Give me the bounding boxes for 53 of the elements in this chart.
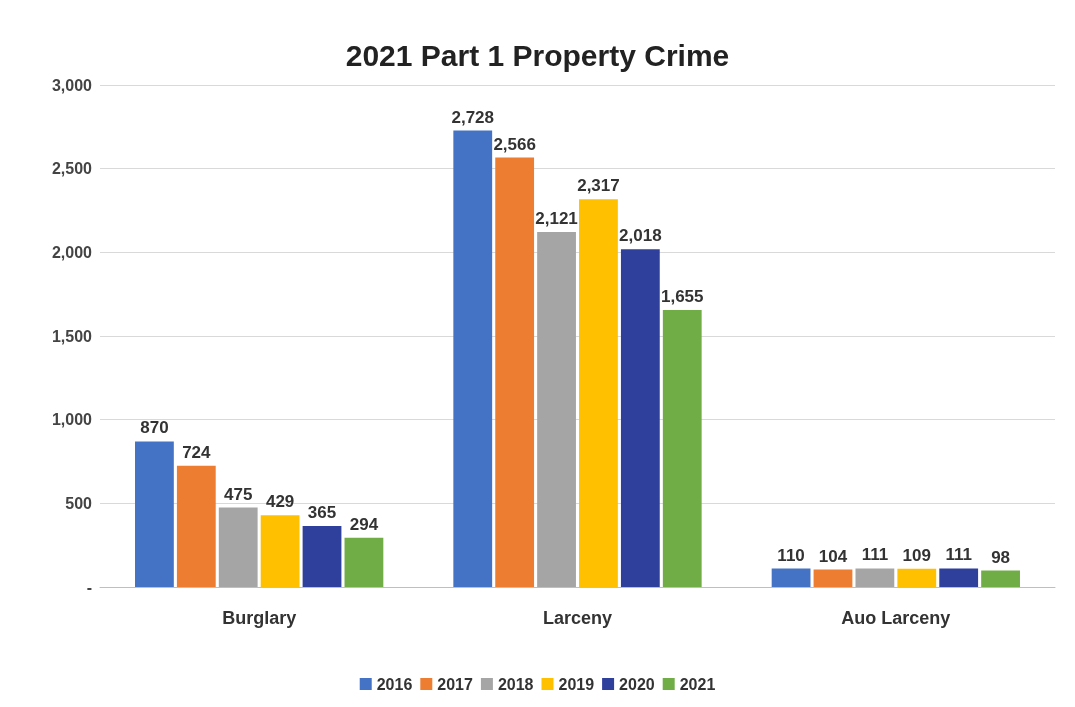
bar [771, 568, 811, 587]
y-tick-label: 2,500 [51, 160, 93, 178]
bar [344, 537, 384, 587]
data-label: 365 [307, 502, 337, 522]
y-tick-label: 1,500 [51, 327, 93, 345]
data-label: 724 [182, 442, 212, 462]
y-tick-label: - [86, 578, 92, 596]
y-tick-label: 1,000 [51, 411, 93, 429]
x-tick-label: Larceny [542, 608, 613, 628]
legend-label: 2016 [376, 675, 413, 693]
data-label: 2,018 [619, 226, 662, 246]
data-label: 2,566 [493, 134, 536, 154]
data-label: 2,317 [577, 176, 620, 196]
bar [662, 310, 702, 587]
bar [453, 130, 493, 587]
data-label: 2,728 [451, 107, 495, 127]
data-label: 111 [861, 545, 889, 565]
data-label: 294 [349, 514, 379, 534]
bar [620, 249, 660, 587]
data-label: 111 [945, 545, 972, 565]
bar [302, 525, 342, 587]
bar [260, 515, 300, 587]
y-tick-label: 2,000 [51, 243, 93, 261]
legend-label: 2020 [619, 675, 655, 693]
bar [579, 199, 618, 587]
chart-title: 2021 Part 1 Property Crime [345, 38, 730, 72]
legend-label: 2019 [558, 675, 595, 693]
data-label: 2,121 [535, 209, 578, 229]
bar [939, 568, 979, 587]
bar [218, 507, 258, 587]
legend-label: 2018 [497, 675, 534, 693]
bar [495, 157, 535, 587]
x-tick-label: Auo Larceny [841, 608, 951, 628]
x-tick-label: Burglary [222, 608, 297, 628]
bar [813, 569, 853, 587]
data-label: 429 [265, 492, 295, 512]
bar [135, 441, 174, 587]
data-label: 110 [777, 545, 805, 565]
bar [897, 568, 937, 587]
data-label: 98 [991, 547, 1011, 567]
data-label: 870 [140, 418, 169, 438]
data-label: 475 [224, 484, 253, 504]
legend-label: 2021 [679, 675, 716, 693]
bar [981, 570, 1020, 587]
data-label: 1,655 [660, 287, 704, 307]
data-label: 104 [818, 546, 848, 566]
bar [537, 232, 576, 587]
bar [855, 568, 895, 587]
y-tick-label: 3,000 [51, 76, 93, 94]
bar [176, 465, 216, 587]
data-label: 109 [902, 545, 931, 565]
legend-label: 2017 [437, 675, 474, 693]
y-tick-label: 500 [65, 494, 93, 512]
